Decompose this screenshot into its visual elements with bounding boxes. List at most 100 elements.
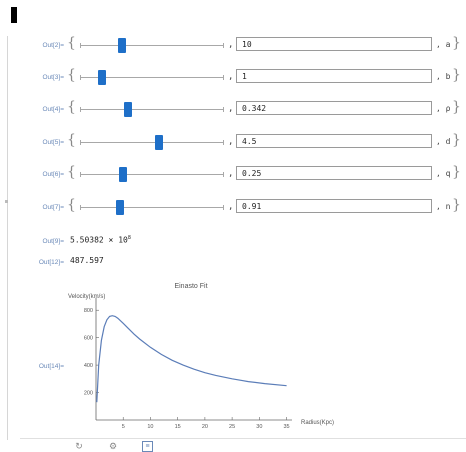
- chart-axes: 5 10 15 20 25 30 35 200 400 600 800: [84, 298, 292, 430]
- x-tick-label: 5: [122, 424, 125, 430]
- slider-end-tick: [223, 205, 224, 210]
- left-brace: {: [67, 197, 76, 213]
- x-tick-label: 30: [256, 424, 262, 430]
- parameter-symbol: n: [445, 202, 451, 211]
- slider-end-tick: [223, 172, 224, 177]
- x-tick-label: 10: [147, 424, 153, 430]
- output-label: Out[3]=: [42, 74, 65, 81]
- y-tick-label: 400: [84, 363, 93, 369]
- value-input[interactable]: 0.25: [236, 166, 432, 180]
- right-brace: }: [452, 132, 461, 148]
- left-brace: {: [67, 99, 76, 115]
- result-mantissa: 5.50382: [70, 235, 104, 245]
- parameter-symbol: d: [445, 137, 451, 146]
- slider-output-row: Out[4]={, 0.342 , ρ}: [0, 98, 466, 120]
- result-exponent: 8: [127, 235, 131, 241]
- slider-end-tick: [80, 43, 81, 48]
- cell-bracket[interactable]: [7, 36, 8, 440]
- left-brace: {: [67, 164, 76, 180]
- chart-title: Einasto Fit: [174, 283, 207, 290]
- chart-series: [96, 315, 287, 403]
- gear-icon[interactable]: ⚙: [108, 441, 118, 451]
- parameter-name: , ρ: [436, 104, 451, 113]
- result-base: 10: [118, 235, 128, 245]
- right-brace: }: [452, 164, 461, 180]
- left-brace: {: [67, 67, 76, 83]
- slider-output-row: Out[5]={, 4.5 , d}: [0, 131, 466, 153]
- result-value[interactable]: 5.50382 × 108: [70, 235, 131, 245]
- value-input[interactable]: 4.5: [236, 134, 432, 148]
- slider-thumb[interactable]: [116, 200, 125, 215]
- slider-end-tick: [223, 140, 224, 145]
- value-input[interactable]: 0.342: [236, 101, 432, 115]
- slider-output-row: Out[2]={, 10 , a}: [0, 34, 466, 56]
- value-input[interactable]: 1: [236, 69, 432, 83]
- slider-end-tick: [80, 205, 81, 210]
- value-input[interactable]: 10: [236, 37, 432, 51]
- notebook-icon[interactable]: ≡: [142, 441, 153, 452]
- rotate-icon[interactable]: ↻: [75, 441, 83, 451]
- cell-insertion-marker: [11, 7, 17, 23]
- y-tick-label: 200: [84, 391, 93, 397]
- plot-output-label: Out[14]=: [38, 363, 64, 370]
- parameter-name: , q: [436, 169, 451, 178]
- value-input[interactable]: 0.91: [236, 199, 432, 213]
- parameter-name: , a: [436, 40, 451, 49]
- times-symbol: ×: [108, 235, 114, 245]
- x-tick-label: 25: [229, 424, 235, 430]
- slider-track[interactable]: [80, 174, 224, 175]
- slider-track[interactable]: [80, 142, 224, 143]
- slider-output-row: Out[7]={, 0.91 , n}: [0, 196, 466, 218]
- comma-separator: ,: [228, 137, 234, 147]
- cell-bracket-marker: [5, 200, 8, 203]
- left-brace: {: [67, 35, 76, 51]
- output-label: Out[2]=: [42, 42, 65, 49]
- slider-thumb[interactable]: [97, 70, 106, 85]
- right-brace: }: [452, 99, 461, 115]
- right-brace: }: [452, 67, 461, 83]
- output-label: Out[6]=: [42, 171, 65, 178]
- slider-track[interactable]: [80, 207, 224, 208]
- result-value[interactable]: 487.597: [70, 256, 104, 265]
- slider-track[interactable]: [80, 109, 224, 110]
- comma-separator: ,: [228, 72, 234, 82]
- output-label: Out[5]=: [42, 139, 65, 146]
- slider-thumb[interactable]: [123, 102, 132, 117]
- slider-end-tick: [223, 75, 224, 80]
- right-brace: }: [452, 35, 461, 51]
- slider-end-tick: [80, 140, 81, 145]
- right-brace: }: [452, 197, 461, 213]
- slider-end-tick: [223, 107, 224, 112]
- slider-end-tick: [223, 43, 224, 48]
- y-tick-label: 800: [84, 308, 93, 314]
- x-tick-label: 20: [202, 424, 208, 430]
- comma-separator: ,: [228, 169, 234, 179]
- comma-separator: ,: [228, 40, 234, 50]
- bottom-toolbar: ↻ ⚙ ≡: [20, 438, 466, 452]
- slider-output-row: Out[3]={, 1 , b}: [0, 66, 466, 88]
- parameter-name: , n: [436, 202, 451, 211]
- result-row-9: Out[9]= 5.50382 × 108: [0, 234, 466, 248]
- x-axis-label: Radius(Kpc): [301, 420, 334, 426]
- slider-end-tick: [80, 107, 81, 112]
- einasto-fit-chart[interactable]: Einasto Fit Velocity(km/s) Radius(Kpc) 5…: [60, 276, 360, 438]
- y-axis-label: Velocity(km/s): [68, 294, 105, 300]
- slider-track[interactable]: [80, 45, 224, 46]
- slider-thumb[interactable]: [117, 38, 126, 53]
- slider-thumb[interactable]: [155, 135, 164, 150]
- slider-track[interactable]: [80, 77, 224, 78]
- velocity-curve: [96, 315, 287, 403]
- parameter-symbol: q: [445, 169, 451, 178]
- slider-end-tick: [80, 75, 81, 80]
- x-tick-label: 35: [283, 424, 289, 430]
- output-label: Out[7]=: [42, 204, 65, 211]
- slider-end-tick: [80, 172, 81, 177]
- comma-separator: ,: [228, 202, 234, 212]
- left-brace: {: [67, 132, 76, 148]
- parameter-name: , b: [436, 72, 451, 81]
- comma-separator: ,: [228, 104, 234, 114]
- slider-thumb[interactable]: [119, 167, 128, 182]
- output-label: Out[12]=: [38, 259, 64, 266]
- slider-output-row: Out[6]={, 0.25 , q}: [0, 163, 466, 185]
